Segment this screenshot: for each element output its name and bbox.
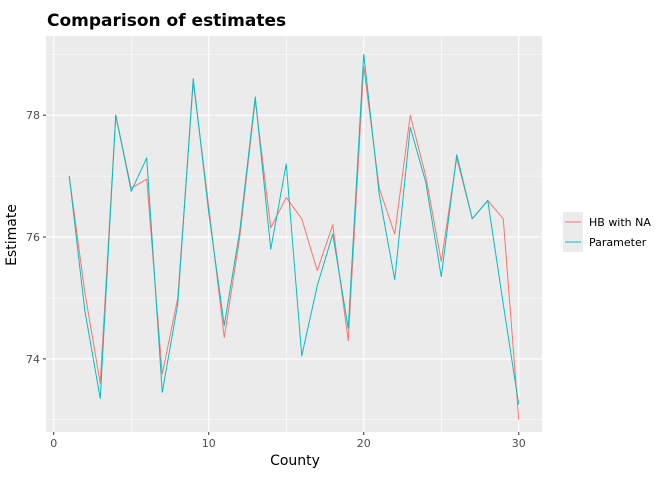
y-axis-title: Estimate <box>4 204 20 266</box>
chart-title: Comparison of estimates <box>47 11 286 31</box>
y-axis: 74 76 78 <box>26 109 46 366</box>
y-tick-label: 76 <box>26 231 40 244</box>
y-tick-label: 78 <box>26 109 40 122</box>
series-layer <box>68 53 520 420</box>
grid <box>46 36 542 432</box>
series-line-0 <box>68 65 520 420</box>
x-tick-label: 0 <box>50 437 57 450</box>
x-tick-label: 10 <box>202 437 216 450</box>
x-axis: 0 10 20 30 <box>50 432 526 450</box>
x-tick-label: 20 <box>357 437 371 450</box>
legend-label: HB with NA <box>589 216 651 229</box>
legend-label: Parameter <box>589 236 647 249</box>
series-line-1 <box>68 53 520 405</box>
x-axis-title: County <box>270 453 320 469</box>
x-tick-label: 30 <box>512 437 526 450</box>
plot-panel <box>46 36 542 432</box>
legend: HB with NA Parameter <box>563 212 651 252</box>
y-tick-label: 74 <box>26 353 40 366</box>
